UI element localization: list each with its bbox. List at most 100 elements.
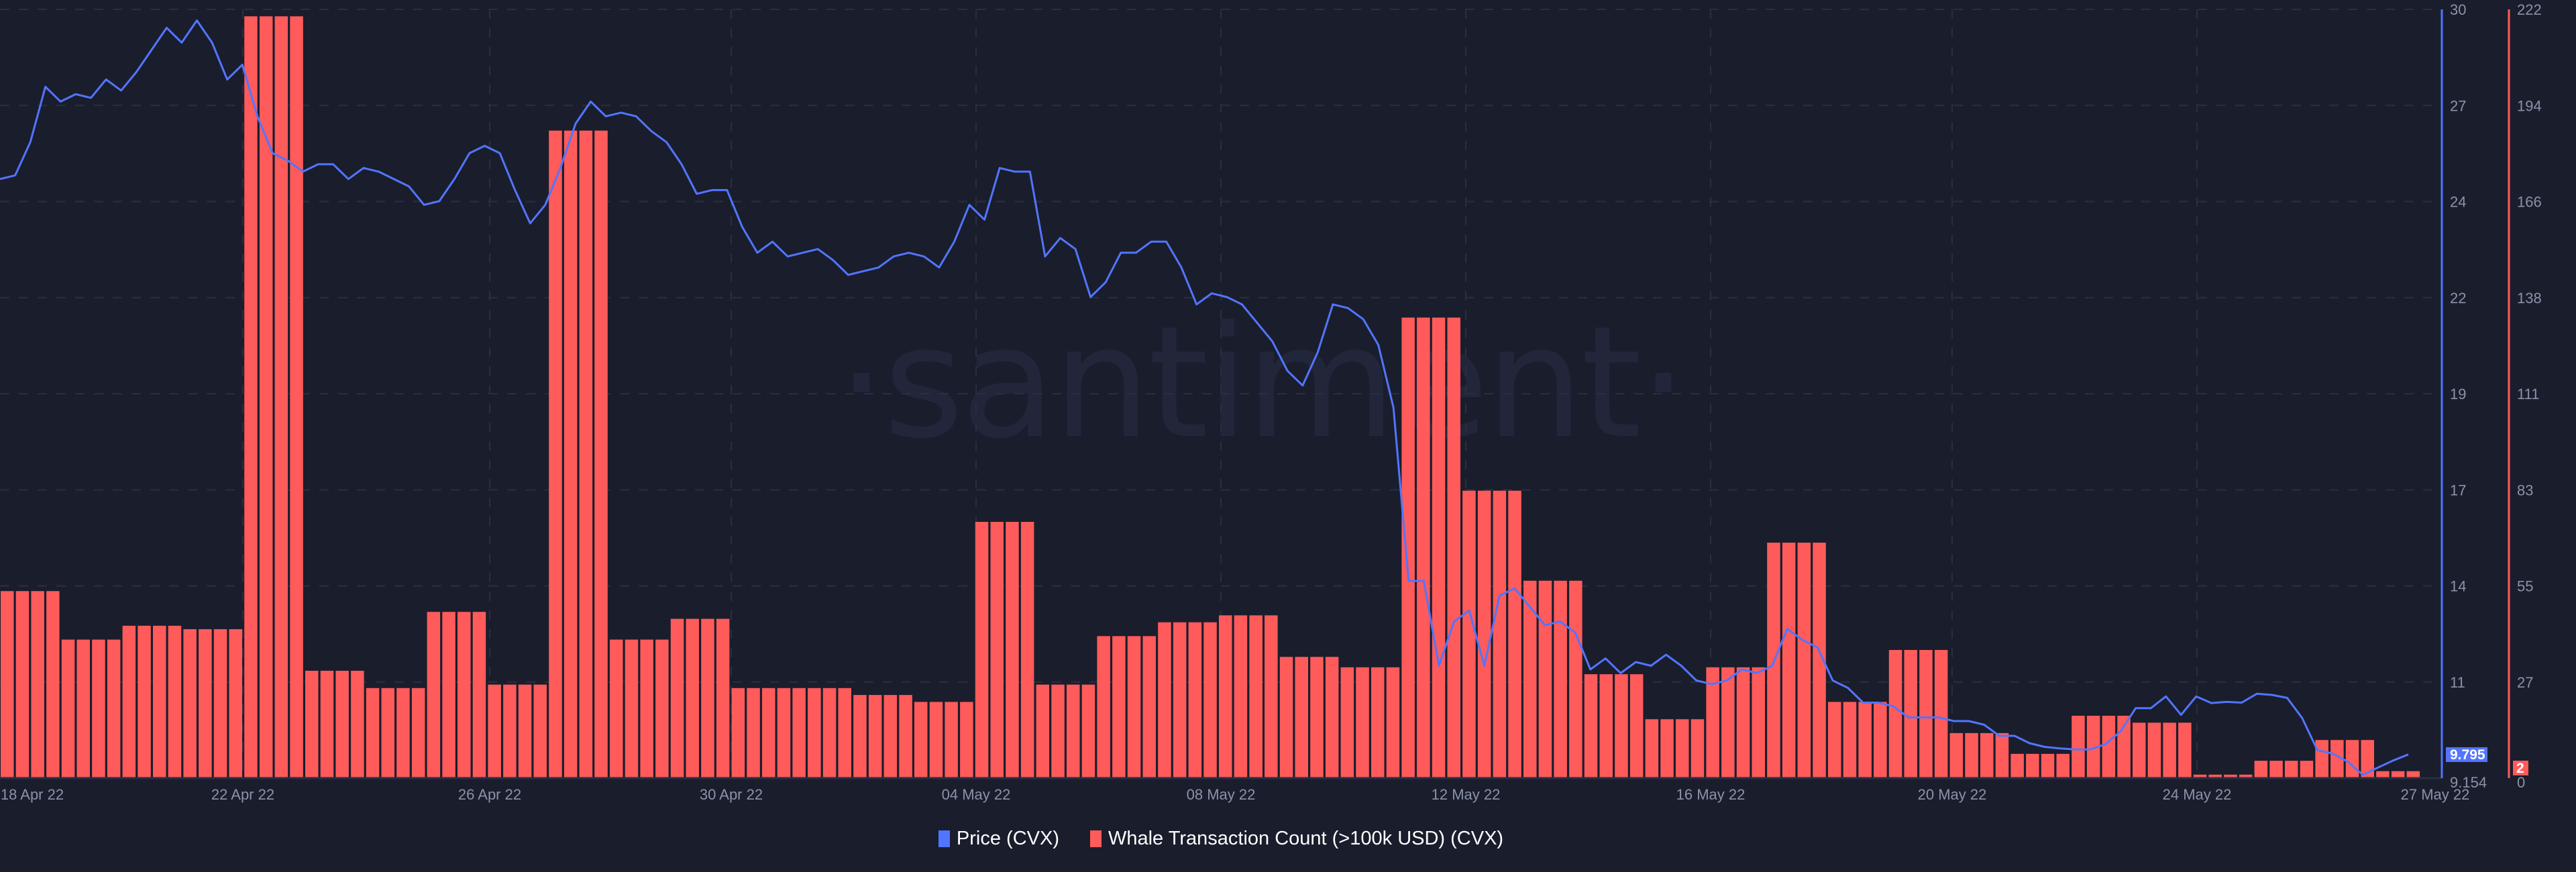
whale-count-bar[interactable] — [2224, 774, 2237, 778]
whale-count-bar[interactable] — [1158, 622, 1171, 778]
whale-count-bar[interactable] — [1356, 667, 1369, 778]
whale-count-bars[interactable] — [1, 16, 2420, 779]
whale-count-bar[interactable] — [1676, 719, 1689, 778]
whale-count-bar[interactable] — [2315, 740, 2328, 778]
whale-count-bar[interactable] — [2147, 722, 2161, 778]
whale-count-bar[interactable] — [808, 688, 821, 778]
whale-count-bar[interactable] — [1615, 674, 1628, 778]
whale-count-bar[interactable] — [2102, 716, 2116, 778]
whale-count-bar[interactable] — [396, 688, 410, 778]
whale-count-bar[interactable] — [610, 639, 623, 778]
whale-count-bar[interactable] — [1919, 650, 1933, 778]
whale-count-bar[interactable] — [1965, 732, 1978, 778]
whale-count-bar[interactable] — [2330, 740, 2344, 778]
whale-count-bar[interactable] — [92, 639, 105, 778]
whale-count-bar[interactable] — [564, 130, 578, 779]
whale-count-bar[interactable] — [2193, 774, 2207, 778]
whale-count-bar[interactable] — [442, 612, 455, 778]
whale-count-bar[interactable] — [1752, 667, 1766, 778]
whale-count-bar[interactable] — [1310, 657, 1324, 778]
whale-count-bar[interactable] — [625, 639, 639, 778]
whale-count-bar[interactable] — [1904, 650, 1918, 778]
whale-count-bar[interactable] — [427, 612, 441, 778]
whale-count-bar[interactable] — [1188, 622, 1202, 778]
whale-count-bar[interactable] — [31, 591, 44, 778]
whale-count-bar[interactable] — [2056, 753, 2070, 778]
whale-count-bar[interactable] — [1569, 580, 1582, 778]
whale-count-bar[interactable] — [960, 702, 973, 778]
whale-count-bar[interactable] — [1249, 615, 1263, 778]
whale-count-bar[interactable] — [777, 688, 791, 778]
whale-count-bar[interactable] — [1874, 702, 1887, 778]
whale-count-bar[interactable] — [107, 639, 121, 778]
whale-count-bar[interactable] — [366, 688, 380, 778]
whale-count-bar[interactable] — [1690, 719, 1705, 778]
whale-count-bar[interactable] — [518, 684, 532, 778]
whale-count-bar[interactable] — [792, 688, 806, 778]
whale-count-bar[interactable] — [1340, 667, 1354, 778]
whale-count-bar[interactable] — [229, 629, 243, 778]
whale-count-bar[interactable] — [213, 629, 227, 778]
whale-count-bar[interactable] — [701, 618, 714, 778]
whale-count-bar[interactable] — [1995, 732, 2009, 778]
whale-count-bar[interactable] — [168, 625, 182, 778]
whale-count-bar[interactable] — [762, 688, 775, 778]
whale-count-bar[interactable] — [2376, 771, 2390, 778]
legend-item-price[interactable]: Price (CVX) — [938, 828, 1059, 850]
whale-count-bar[interactable] — [1828, 702, 1841, 778]
whale-count-bar[interactable] — [883, 695, 898, 778]
whale-count-bar[interactable] — [472, 612, 486, 778]
whale-count-bar[interactable] — [320, 670, 334, 778]
whale-count-bar[interactable] — [929, 702, 943, 778]
whale-count-bar[interactable] — [1006, 522, 1019, 778]
whale-count-bar[interactable] — [2208, 774, 2222, 778]
whale-count-bar[interactable] — [1721, 667, 1735, 778]
whale-count-bar[interactable] — [838, 688, 852, 778]
whale-count-bar[interactable] — [1462, 490, 1476, 778]
whale-count-bar[interactable] — [670, 618, 684, 778]
whale-count-bar[interactable] — [1295, 657, 1309, 778]
whale-count-bar[interactable] — [1447, 317, 1461, 778]
whale-count-bar[interactable] — [1660, 719, 1674, 778]
whale-count-bar[interactable] — [290, 16, 303, 778]
whale-count-bar[interactable] — [1584, 674, 1598, 778]
whale-count-bar[interactable] — [2391, 771, 2405, 778]
whale-count-bar[interactable] — [2406, 771, 2420, 778]
whale-count-bar[interactable] — [1493, 490, 1507, 778]
whale-count-bar[interactable] — [259, 16, 273, 778]
whale-count-bar[interactable] — [2133, 722, 2146, 778]
whale-count-bar[interactable] — [1371, 667, 1385, 778]
whale-count-bar[interactable] — [458, 612, 471, 778]
whale-count-bar[interactable] — [1067, 684, 1080, 778]
whale-count-bar[interactable] — [274, 16, 288, 778]
whale-count-bar[interactable] — [2254, 761, 2268, 778]
whale-count-bar[interactable] — [335, 670, 349, 778]
whale-count-bar[interactable] — [1782, 542, 1796, 778]
whale-count-bar[interactable] — [1523, 580, 1537, 778]
whale-count-bar[interactable] — [503, 684, 517, 778]
whale-count-bar[interactable] — [868, 695, 882, 778]
whale-count-bar[interactable] — [199, 629, 212, 778]
whale-count-bar[interactable] — [2163, 722, 2176, 778]
whale-count-bar[interactable] — [46, 591, 60, 778]
whale-count-bar[interactable] — [1173, 622, 1187, 778]
whale-count-bar[interactable] — [1081, 684, 1095, 778]
whale-count-bar[interactable] — [2072, 716, 2085, 778]
whale-count-bar[interactable] — [76, 639, 91, 778]
whale-count-bar[interactable] — [1097, 636, 1110, 778]
whale-count-bar[interactable] — [1645, 719, 1659, 778]
whale-count-bar[interactable] — [2041, 753, 2055, 778]
whale-count-bar[interactable] — [138, 625, 151, 778]
whale-count-bar[interactable] — [1629, 674, 1644, 778]
legend-item-whale-count[interactable]: Whale Transaction Count (>100k USD) (CVX… — [1089, 828, 1503, 850]
whale-count-bar[interactable] — [1279, 657, 1293, 778]
whale-count-bar[interactable] — [488, 684, 501, 778]
whale-count-bar[interactable] — [1127, 636, 1141, 778]
whale-count-bar[interactable] — [61, 639, 75, 778]
whale-count-bar[interactable] — [1736, 667, 1750, 778]
whale-count-bar[interactable] — [549, 130, 562, 779]
whale-count-bar[interactable] — [2285, 761, 2298, 778]
whale-count-bar[interactable] — [655, 639, 669, 778]
whale-count-bar[interactable] — [1219, 615, 1232, 778]
